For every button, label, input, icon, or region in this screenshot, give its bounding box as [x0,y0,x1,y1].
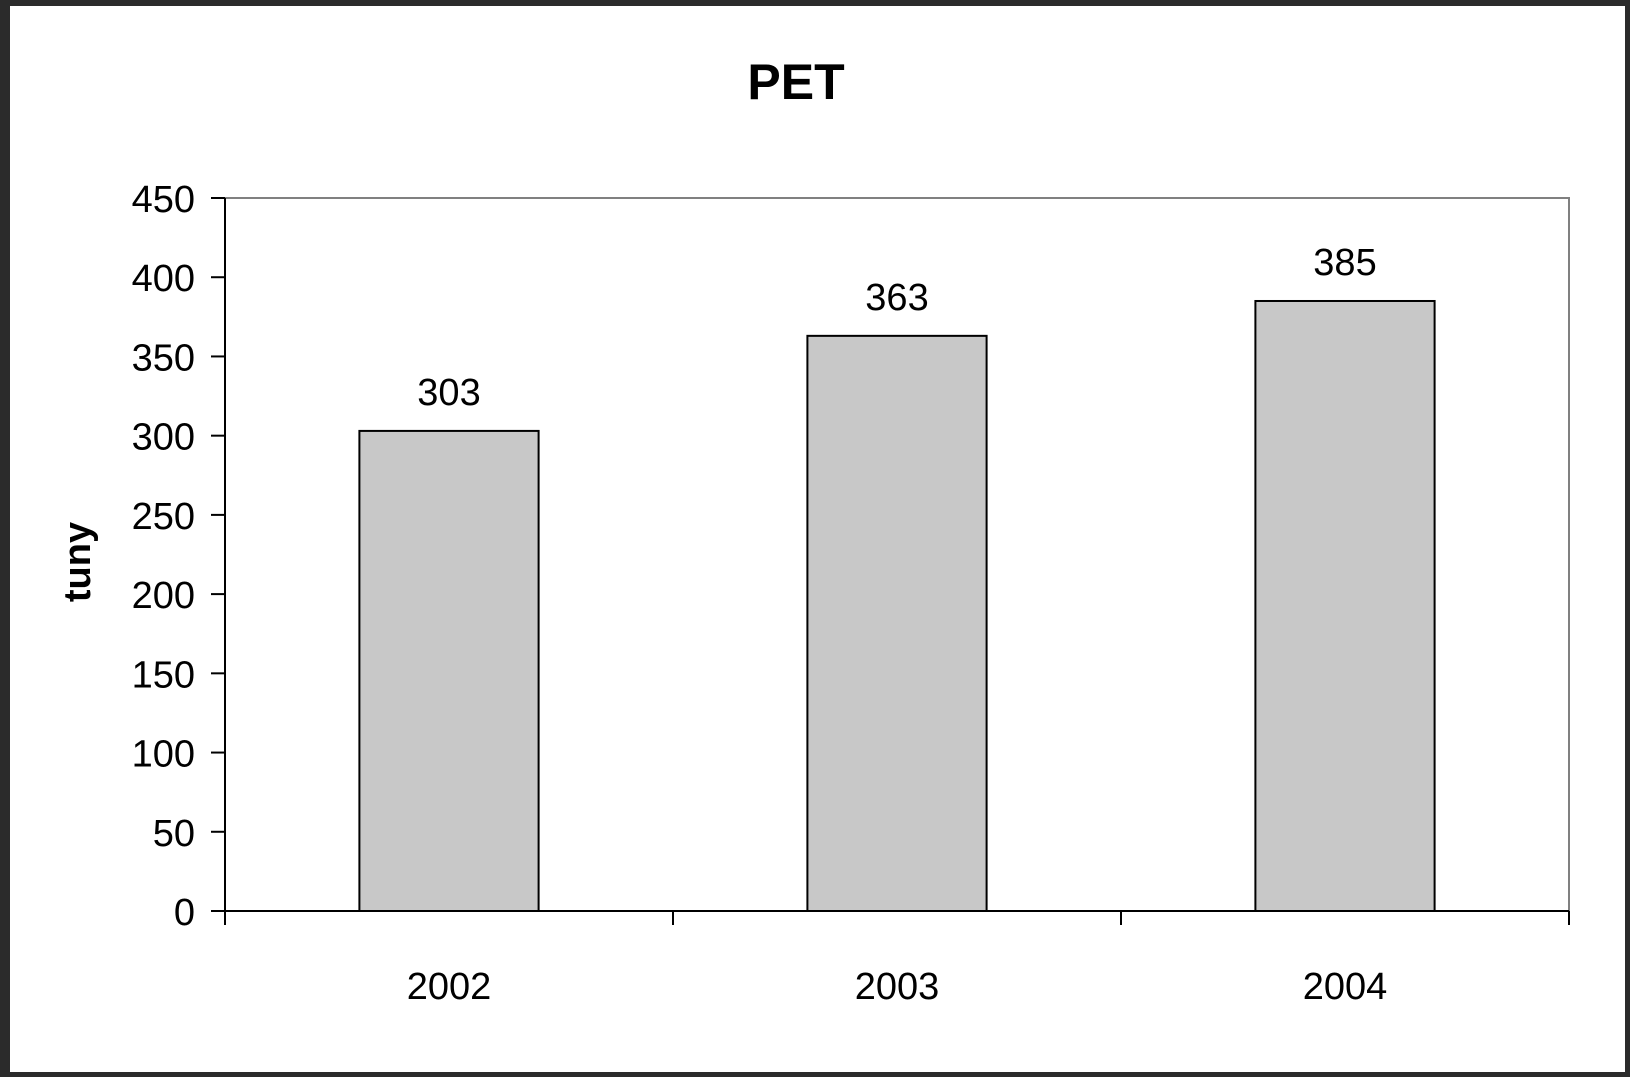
y-tick-label: 300 [132,417,195,459]
data-label-2002: 303 [417,372,480,414]
y-tick-label: 450 [132,179,195,221]
bars-group [358,299,1436,912]
y-tick-label: 150 [132,654,195,696]
chart-title: PET [747,54,844,110]
bar-2004 [1254,299,1436,912]
y-tick-label: 400 [132,258,195,300]
x-tick-label-2004: 2004 [1303,966,1388,1008]
y-tick-label: 200 [132,575,195,617]
y-tick-label: 50 [153,813,195,855]
data-label-2004: 385 [1313,242,1376,284]
y-tick-label: 100 [132,734,195,776]
x-axis: 2002 2003 2004 [224,910,1570,1008]
x-tick-label-2003: 2003 [855,966,940,1008]
bar-chart: PET tuny 0 50 100 150 200 250 300 350 400 450 200… [57,54,1570,1008]
data-labels-group: 303 363 385 [417,242,1376,414]
y-axis: 0 50 100 150 200 250 300 350 400 450 [132,179,226,934]
bar-2002 [358,429,540,912]
y-axis-label: tuny [57,522,99,602]
y-tick-label: 0 [174,892,195,934]
x-tick-label-2002: 2002 [407,966,492,1008]
y-tick-label: 350 [132,337,195,379]
chart-frame: PET tuny 0 50 100 150 200 250 300 350 400 450 200… [10,6,1630,1072]
data-label-2003: 363 [865,277,928,319]
right-edge [1625,0,1630,1072]
bar-2003 [806,334,988,912]
y-tick-label: 250 [132,496,195,538]
